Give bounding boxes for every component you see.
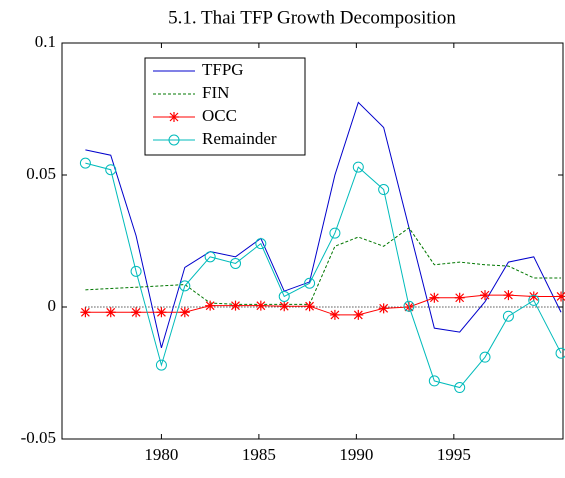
- point: [528, 294, 540, 306]
- point: [556, 291, 565, 302]
- legend-marker: [169, 112, 179, 122]
- point: [131, 307, 142, 318]
- x-tick-label: 1995: [437, 445, 471, 464]
- x-tick-label: 1990: [339, 445, 373, 464]
- point: [229, 257, 241, 269]
- x-tick-label: 1980: [144, 445, 178, 464]
- y-tick-label: 0.1: [35, 32, 56, 51]
- point: [304, 277, 316, 289]
- point: [555, 347, 565, 359]
- point: [502, 310, 514, 322]
- legend-box: [144, 57, 306, 156]
- point: [378, 184, 390, 196]
- point: [79, 157, 91, 169]
- point: [479, 351, 491, 363]
- point: [480, 290, 491, 301]
- point: [255, 300, 266, 311]
- legend-label: Remainder: [202, 129, 277, 148]
- y-tick-label: 0.05: [26, 164, 56, 183]
- point: [230, 300, 241, 311]
- series-line: [85, 162, 562, 389]
- legend-label: OCC: [202, 106, 237, 125]
- plot-frame: [61, 42, 564, 440]
- series-line: [85, 101, 562, 349]
- point: [255, 238, 267, 250]
- point: [179, 307, 190, 318]
- point: [205, 300, 216, 311]
- point: [304, 301, 315, 312]
- x-tick-label: 1985: [242, 445, 276, 464]
- point: [329, 227, 341, 239]
- point: [454, 382, 466, 394]
- legend: TFPG FIN OCC Remainder: [144, 57, 306, 156]
- point: [503, 290, 514, 301]
- legend-label: FIN: [202, 83, 229, 102]
- point: [278, 290, 290, 302]
- chart-title: 5.1. Thai TFP Growth Decomposition: [168, 7, 456, 28]
- point: [454, 292, 465, 303]
- point: [352, 161, 364, 173]
- y-tick-label: 0: [48, 296, 57, 315]
- point: [329, 309, 340, 320]
- point: [428, 375, 440, 387]
- point: [204, 251, 216, 263]
- point: [105, 307, 116, 318]
- point: [528, 291, 539, 302]
- y-tick-label: -0.05: [21, 428, 56, 447]
- point: [279, 301, 290, 312]
- legend-marker: [168, 134, 180, 146]
- point: [403, 300, 415, 312]
- point: [156, 307, 167, 318]
- point: [378, 303, 389, 314]
- point: [179, 280, 191, 292]
- point: [130, 265, 142, 277]
- point: [105, 164, 117, 176]
- point: [155, 359, 167, 371]
- series-line: [85, 227, 562, 305]
- point: [429, 292, 440, 303]
- legend-label: TFPG: [202, 60, 244, 79]
- point: [80, 307, 91, 318]
- point: [353, 309, 364, 320]
